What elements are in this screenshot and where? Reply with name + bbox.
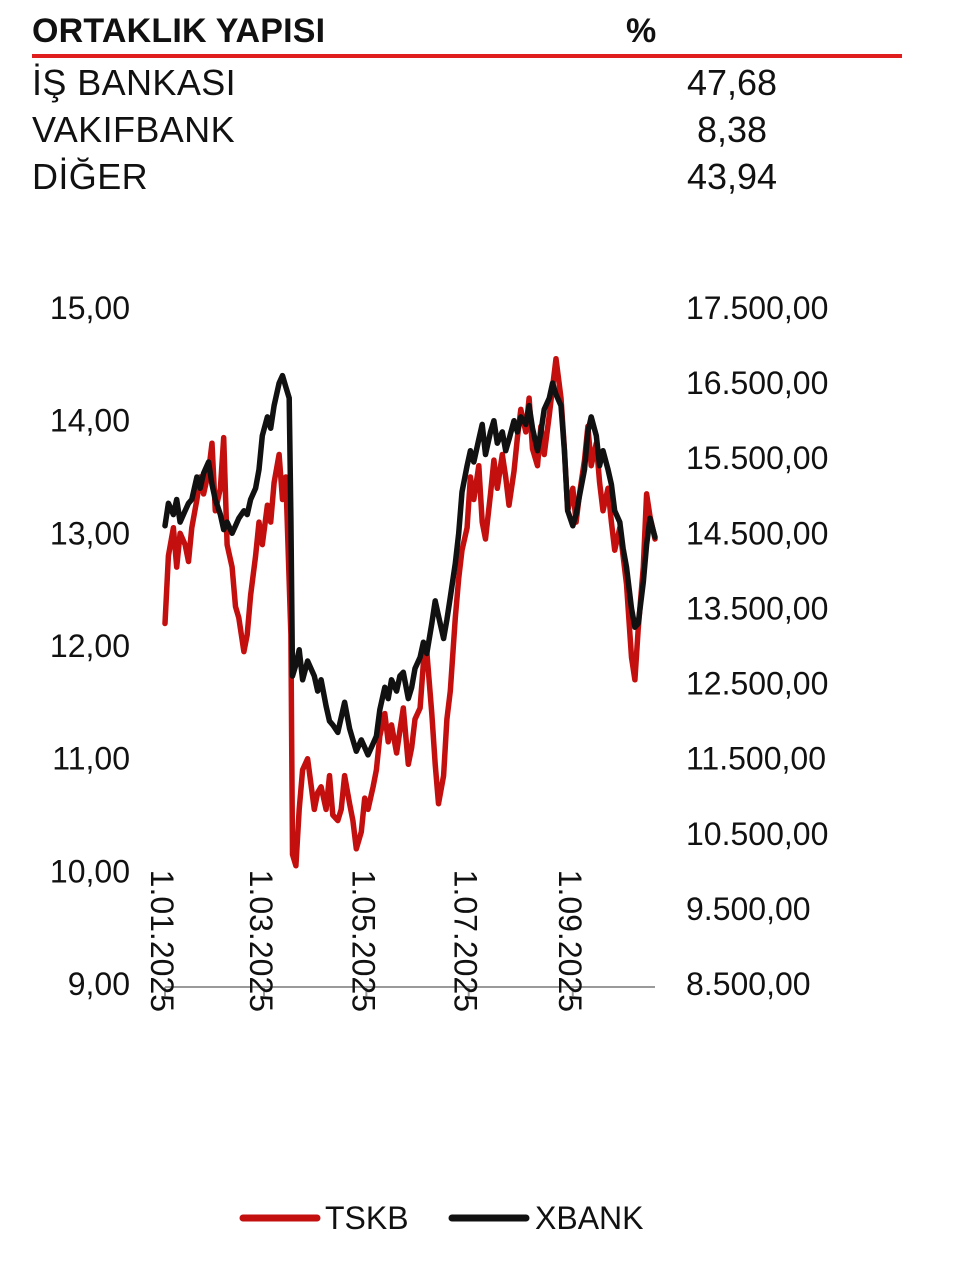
left-tick-label: 11,00 — [52, 741, 130, 777]
x-tick-label: 1.05.2025 — [345, 870, 381, 1012]
right-tick-label: 10.500,00 — [686, 816, 828, 852]
x-axis: 1.01.2025 1.03.2025 1.05.2025 1.07.2025 1.09… — [144, 870, 655, 1012]
shareholder-name: VAKIFBANK — [32, 109, 235, 150]
price-chart: 15,00 14,00 13,00 12,00 11,00 10,00 9,00 17.50… — [50, 290, 828, 1236]
right-tick-label: 15.500,00 — [686, 440, 828, 476]
left-tick-label: 13,00 — [50, 515, 130, 551]
ownership-table: ORTAKLIK YAPISI % İŞ BANKASI 47,68 VAKIF… — [32, 0, 902, 199]
series-lines — [162, 355, 658, 869]
legend-label-xbank: XBANK — [535, 1200, 643, 1236]
ownership-pct-header: % — [626, 12, 657, 50]
shareholder-percent: 47,68 — [686, 62, 778, 103]
right-tick-label: 9.500,00 — [686, 891, 811, 927]
left-tick-label: 9,00 — [68, 966, 130, 1002]
left-tick-label: 14,00 — [50, 403, 130, 439]
legend-label-tskb: TSKB — [325, 1200, 409, 1236]
right-tick-label: 13.500,00 — [686, 590, 828, 626]
right-axis-ticks: 17.500,00 16.500,00 15.500,00 14.500,00 13.5… — [686, 290, 828, 1002]
ownership-row: VAKIFBANK 8,38 — [32, 105, 902, 152]
x-tick-label: 1.03.2025 — [243, 870, 279, 1012]
left-tick-label: 10,00 — [50, 853, 130, 889]
x-tick-label: 1.01.2025 — [144, 870, 180, 1012]
left-axis-ticks: 15,00 14,00 13,00 12,00 11,00 10,00 9,00 — [50, 290, 130, 1002]
legend: TSKB XBANK — [239, 1200, 643, 1236]
left-tick-label: 15,00 — [50, 290, 130, 326]
ownership-title: ORTAKLIK YAPISI — [32, 12, 326, 50]
right-tick-label: 8.500,00 — [686, 966, 811, 1002]
right-tick-label: 11.500,00 — [686, 741, 826, 777]
x-tick-label: 1.09.2025 — [552, 870, 588, 1012]
shareholder-percent: 43,94 — [686, 156, 778, 197]
left-tick-label: 12,00 — [50, 628, 130, 664]
ownership-header: ORTAKLIK YAPISI % — [32, 0, 902, 58]
right-tick-label: 14.500,00 — [686, 515, 828, 551]
series-line-tskb — [162, 355, 658, 869]
shareholder-percent: 8,38 — [696, 109, 768, 150]
shareholder-name: DİĞER — [32, 156, 149, 197]
ownership-row: DİĞER 43,94 — [32, 152, 902, 199]
right-tick-label: 12.500,00 — [686, 666, 828, 702]
shareholder-name: İŞ BANKASI — [32, 62, 237, 103]
right-tick-label: 16.500,00 — [686, 365, 828, 401]
x-tick-label: 1.07.2025 — [448, 870, 484, 1012]
ownership-row: İŞ BANKASI 47,68 — [32, 58, 902, 105]
right-tick-label: 17.500,00 — [686, 290, 828, 326]
series-line-xbank — [162, 372, 658, 758]
